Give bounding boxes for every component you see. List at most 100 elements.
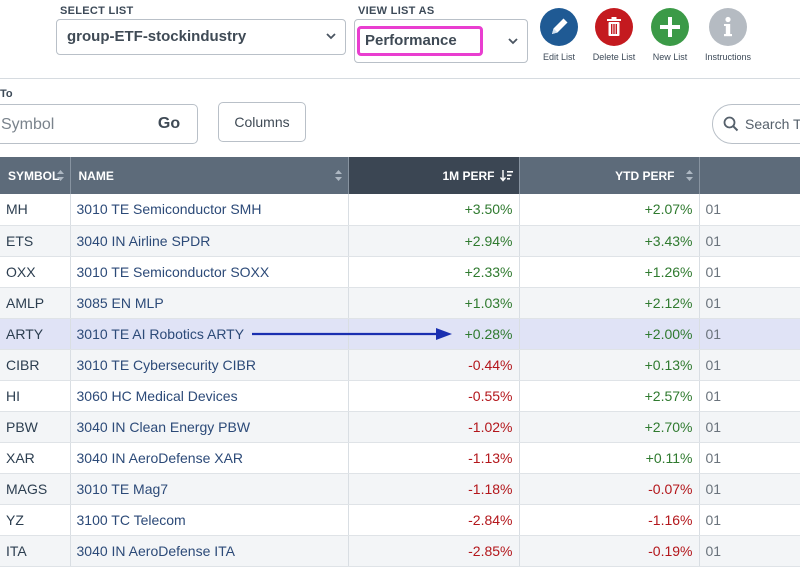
chevron-down-icon [326, 33, 336, 40]
plus-icon [651, 8, 689, 46]
instructions-button[interactable]: Instructions [698, 8, 758, 62]
table-row[interactable]: PBW 3040 IN Clean Energy PBW -1.02% +2.70% 0… [0, 411, 800, 443]
table-row[interactable]: HI 3060 HC Medical Devices -0.55% +2.57% 01 [0, 380, 800, 412]
cell-name[interactable]: 3010 TE Semiconductor SMH [70, 194, 349, 226]
column-header-extra[interactable] [699, 157, 800, 194]
cell-extra: 01 [699, 287, 800, 319]
cell-symbol[interactable]: ETS [0, 225, 71, 257]
table-row[interactable]: AMLP 3085 EN MLP +1.03% +2.12% 01 [0, 287, 800, 319]
sort-icon [56, 170, 64, 181]
instructions-label: Instructions [704, 52, 752, 62]
cell-symbol[interactable]: CIBR [0, 349, 71, 381]
cell-extra: 01 [699, 504, 800, 536]
search-table-placeholder: Search Ta [745, 116, 800, 132]
search-icon [723, 116, 739, 132]
view-list-highlight [357, 26, 483, 56]
cell-name[interactable]: 3040 IN Clean Energy PBW [70, 411, 349, 443]
cell-name[interactable]: 3040 IN Airline SPDR [70, 225, 349, 257]
cell-symbol[interactable]: AMLP [0, 287, 71, 319]
cell-ytd-perf: +1.26% [519, 256, 700, 288]
cell-name[interactable]: 3010 TE Cybersecurity CIBR [70, 349, 349, 381]
column-header-1m-perf[interactable]: 1M PERF [348, 157, 520, 194]
cell-extra: 01 [699, 318, 800, 350]
cell-1m-perf: +2.33% [348, 256, 520, 288]
cell-extra: 01 [699, 225, 800, 257]
cell-1m-perf: -1.02% [348, 411, 520, 443]
cell-ytd-perf: +0.13% [519, 349, 700, 381]
table-header-row: SYMBOL NAME 1M PERF YTD PERF [0, 157, 800, 194]
column-header-ytd-perf-label: YTD PERF [615, 168, 675, 183]
cell-symbol[interactable]: ARTY [0, 318, 71, 350]
cell-name[interactable]: 3100 TC Telecom [70, 504, 349, 536]
symbol-entry-label: To [0, 88, 13, 100]
column-header-1m-perf-label: 1M PERF [442, 168, 495, 183]
cell-name[interactable]: 3060 HC Medical Devices [70, 380, 349, 412]
new-list-button[interactable]: New List [640, 8, 700, 62]
table-row[interactable]: ITA 3040 IN AeroDefense ITA -2.85% -0.19% 01 [0, 535, 800, 567]
sort-icon [334, 170, 342, 181]
cell-symbol[interactable]: OXX [0, 256, 71, 288]
table-row[interactable]: XAR 3040 IN AeroDefense XAR -1.13% +0.11% 01 [0, 442, 800, 474]
cell-extra: 01 [699, 194, 800, 226]
cell-ytd-perf: +2.07% [519, 194, 700, 226]
cell-ytd-perf: +2.57% [519, 380, 700, 412]
edit-list-button[interactable]: Edit List [529, 8, 589, 62]
cell-extra: 01 [699, 442, 800, 474]
select-list-dropdown[interactable]: group-ETF-stockindustry [56, 19, 346, 55]
delete-list-button[interactable]: Delete List [584, 8, 644, 62]
symbol-input[interactable] [0, 105, 133, 145]
column-header-ytd-perf[interactable]: YTD PERF [519, 157, 700, 194]
search-table-input[interactable]: Search Ta [712, 104, 800, 144]
trash-icon [595, 8, 633, 46]
cell-symbol[interactable]: MAGS [0, 473, 71, 505]
table-row[interactable]: MAGS 3010 TE Mag7 -1.18% -0.07% 01 [0, 473, 800, 505]
cell-name[interactable]: 3040 IN AeroDefense XAR [70, 442, 349, 474]
cell-1m-perf: -0.44% [348, 349, 520, 381]
cell-ytd-perf: -0.07% [519, 473, 700, 505]
cell-name[interactable]: 3010 TE Mag7 [70, 473, 349, 505]
cell-ytd-perf: +0.11% [519, 442, 700, 474]
sort-descending-icon [499, 170, 513, 182]
column-header-symbol[interactable]: SYMBOL [0, 157, 71, 194]
select-list-value: group-ETF-stockindustry [67, 28, 247, 45]
column-header-name-label: NAME [78, 168, 114, 183]
cell-name[interactable]: 3040 IN AeroDefense ITA [70, 535, 349, 567]
cell-name[interactable]: 3010 TE Semiconductor SOXX [70, 256, 349, 288]
table-row[interactable]: CIBR 3010 TE Cybersecurity CIBR -0.44% +0.1… [0, 349, 800, 381]
table-row[interactable]: ETS 3040 IN Airline SPDR +2.94% +3.43% 01 [0, 225, 800, 257]
table-row[interactable]: YZ 3100 TC Telecom -2.84% -1.16% 01 [0, 504, 800, 536]
annotation-arrow [252, 328, 452, 340]
cell-symbol[interactable]: HI [0, 380, 71, 412]
cell-1m-perf: -2.84% [348, 504, 520, 536]
cell-extra: 01 [699, 411, 800, 443]
column-header-name[interactable]: NAME [70, 157, 349, 194]
cell-symbol[interactable]: ITA [0, 535, 71, 567]
cell-ytd-perf: +2.00% [519, 318, 700, 350]
cell-symbol[interactable]: YZ [0, 504, 71, 536]
cell-name[interactable]: 3085 EN MLP [70, 287, 349, 319]
view-list-value: Performance [365, 32, 457, 49]
cell-extra: 01 [699, 349, 800, 381]
table-row[interactable]: MH 3010 TE Semiconductor SMH +3.50% +2.07% 0… [0, 194, 800, 226]
cell-ytd-perf: -0.19% [519, 535, 700, 567]
cell-1m-perf: -1.18% [348, 473, 520, 505]
chevron-down-icon [508, 38, 518, 45]
cell-ytd-perf: +2.70% [519, 411, 700, 443]
new-list-label: New List [652, 52, 688, 62]
cell-1m-perf: -1.13% [348, 442, 520, 474]
table-row[interactable]: ARTY 3010 TE AI Robotics ARTY +0.28% +2.00%… [0, 318, 800, 350]
table-row[interactable]: OXX 3010 TE Semiconductor SOXX +2.33% +1.26… [0, 256, 800, 288]
pencil-icon [540, 8, 578, 46]
cell-1m-perf: -0.55% [348, 380, 520, 412]
cell-extra: 01 [699, 380, 800, 412]
cell-symbol[interactable]: XAR [0, 442, 71, 474]
cell-extra: 01 [699, 256, 800, 288]
info-icon [709, 8, 747, 46]
cell-symbol[interactable]: PBW [0, 411, 71, 443]
cell-symbol[interactable]: MH [0, 194, 71, 226]
delete-list-label: Delete List [592, 52, 636, 62]
go-button[interactable]: Go [157, 115, 181, 132]
columns-button[interactable]: Columns [218, 102, 306, 142]
cell-extra: 01 [699, 535, 800, 567]
cell-ytd-perf: -1.16% [519, 504, 700, 536]
